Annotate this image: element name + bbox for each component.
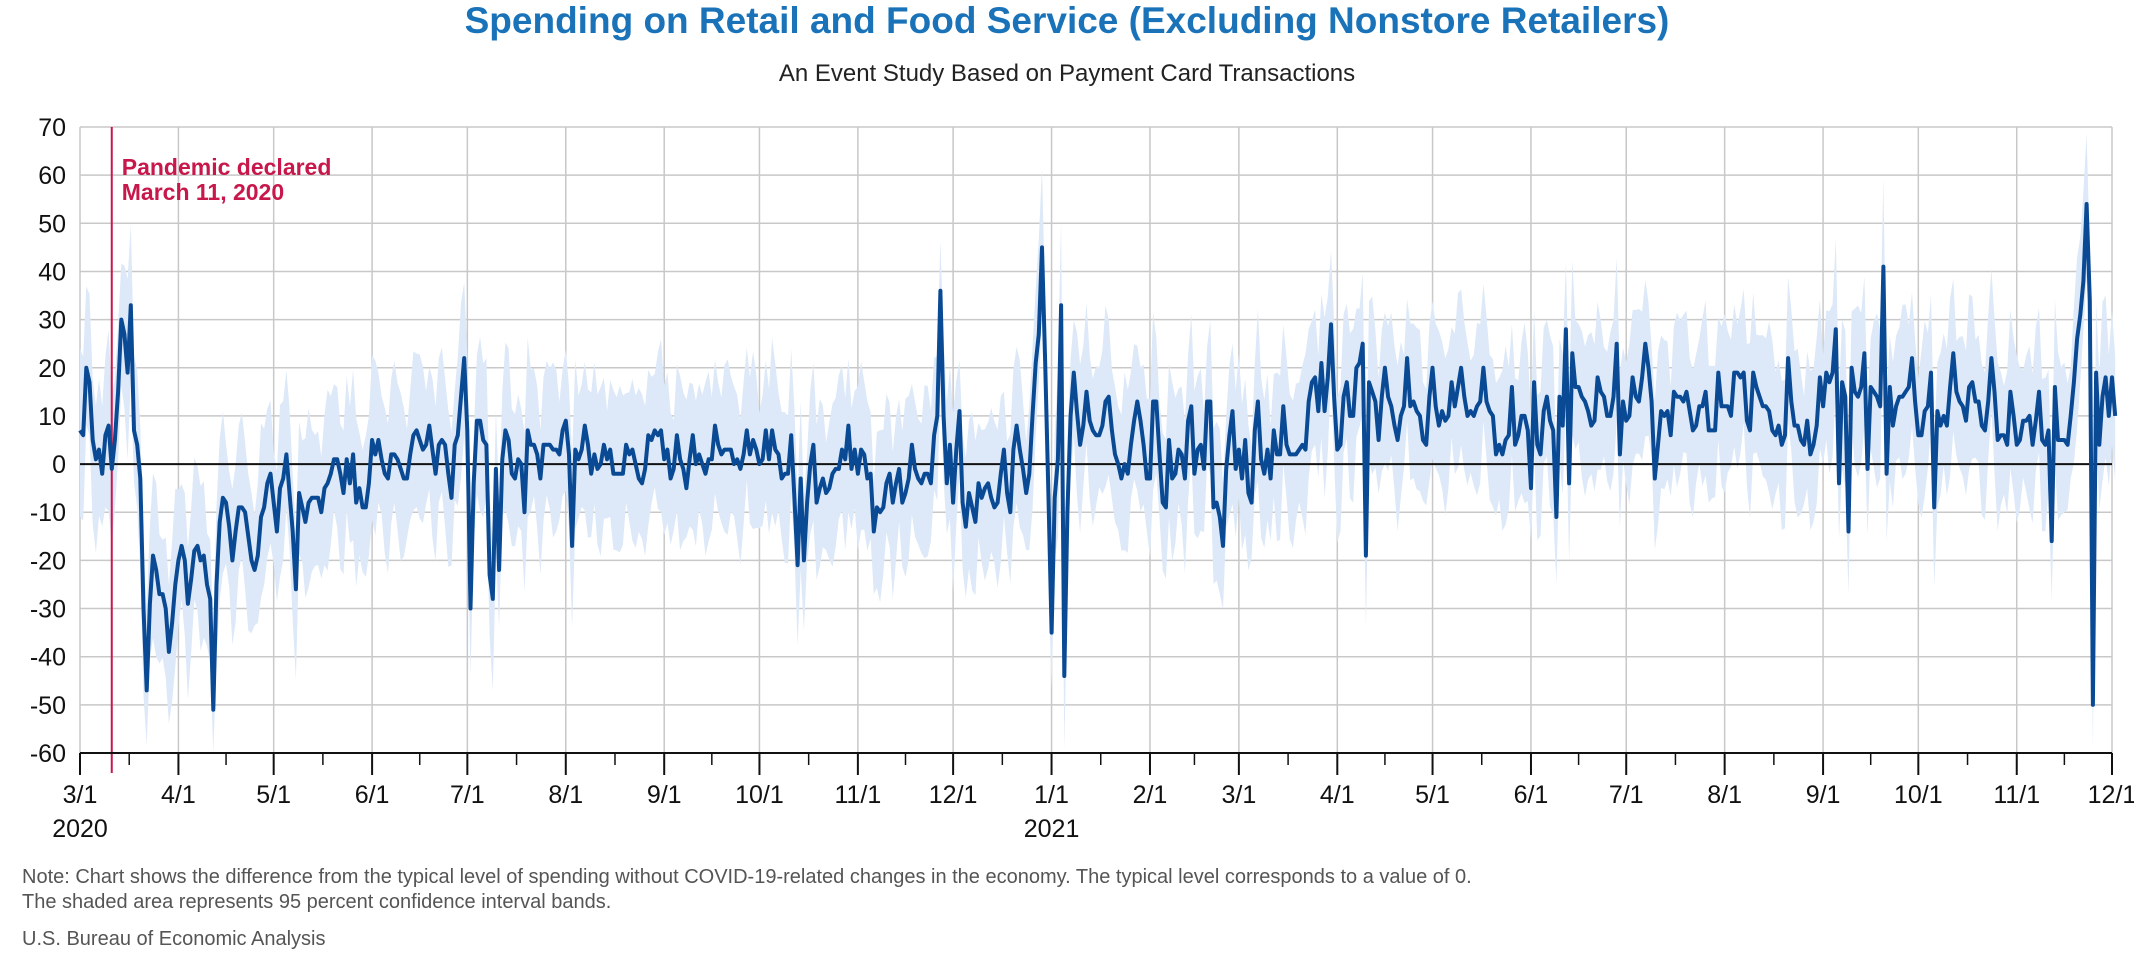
y-tick-label: -20 <box>30 547 66 575</box>
x-tick-label: 2/1 <box>1133 781 1168 809</box>
chart-title: Spending on Retail and Food Service (Exc… <box>464 0 1670 41</box>
x-tick-label: 7/1 <box>1609 781 1644 809</box>
x-axis-ticks: 3/1 2020 4/1 5/1 6/1 7/1 8/1 9/1 10/1 11/1 12/1 1/1… <box>52 753 2134 843</box>
x-tick-label: 8/1 <box>1707 781 1742 809</box>
y-tick-label: 40 <box>38 258 66 286</box>
y-tick-label: 10 <box>38 403 66 431</box>
x-tick-label: 7/1 <box>450 781 485 809</box>
y-tick-label: 20 <box>38 355 66 383</box>
x-tick-label: 10/1 <box>735 781 784 809</box>
y-axis: 70 60 50 40 30 20 10 0 -10 -20 -30 -40 -50 -60 <box>30 114 66 768</box>
pandemic-annotation-line1: Pandemic declared <box>122 154 332 180</box>
source-credit: U.S. Bureau of Economic Analysis <box>22 928 326 950</box>
x-tick-label: 4/1 <box>1320 781 1355 809</box>
y-tick-label: 30 <box>38 307 66 335</box>
x-tick-label: 5/1 <box>1415 781 1450 809</box>
x-tick-label: 3/1 <box>1221 781 1256 809</box>
note-line-2: The shaded area represents 95 percent co… <box>22 891 612 913</box>
x-tick-label: 4/1 <box>161 781 196 809</box>
x-tick-label: 8/1 <box>548 781 583 809</box>
x-tick-label: 5/1 <box>256 781 291 809</box>
x-tick-label: 11/1 <box>1993 781 2040 809</box>
x-year-label: 2020 <box>52 815 108 843</box>
x-tick-label: 6/1 <box>355 781 390 809</box>
x-tick-label: 3/1 <box>63 781 98 809</box>
x-tick-label: 10/1 <box>1894 781 1943 809</box>
chart-subtitle: An Event Study Based on Payment Card Tra… <box>778 60 1356 87</box>
x-tick-label: 6/1 <box>1514 781 1549 809</box>
x-tick-label: 12/1 <box>2088 781 2134 809</box>
note-line-1: Note: Chart shows the difference from th… <box>22 866 1472 888</box>
x-tick-label: 12/1 <box>929 781 978 809</box>
x-year-label: 2021 <box>1024 815 1080 843</box>
y-tick-label: -10 <box>30 499 66 527</box>
y-tick-label: -30 <box>30 596 66 624</box>
confidence-band <box>80 133 2116 754</box>
y-tick-label: -40 <box>30 644 66 672</box>
y-tick-label: 50 <box>38 210 66 238</box>
y-tick-label: 60 <box>38 162 66 190</box>
spending-series-line <box>78 202 2118 712</box>
y-tick-label: -60 <box>30 740 66 768</box>
x-tick-label: 11/1 <box>834 781 881 809</box>
y-tick-label: 0 <box>52 451 66 479</box>
y-tick-label: -50 <box>30 692 66 720</box>
x-tick-label: 9/1 <box>647 781 682 809</box>
y-tick-label: 70 <box>38 114 66 142</box>
x-tick-label: 1/1 <box>1034 781 1069 809</box>
line-chart: Pandemic declared March 11, 2020 70 60 50 4… <box>30 114 2134 843</box>
pandemic-annotation-line2: March 11, 2020 <box>122 179 284 205</box>
x-tick-label: 9/1 <box>1806 781 1841 809</box>
